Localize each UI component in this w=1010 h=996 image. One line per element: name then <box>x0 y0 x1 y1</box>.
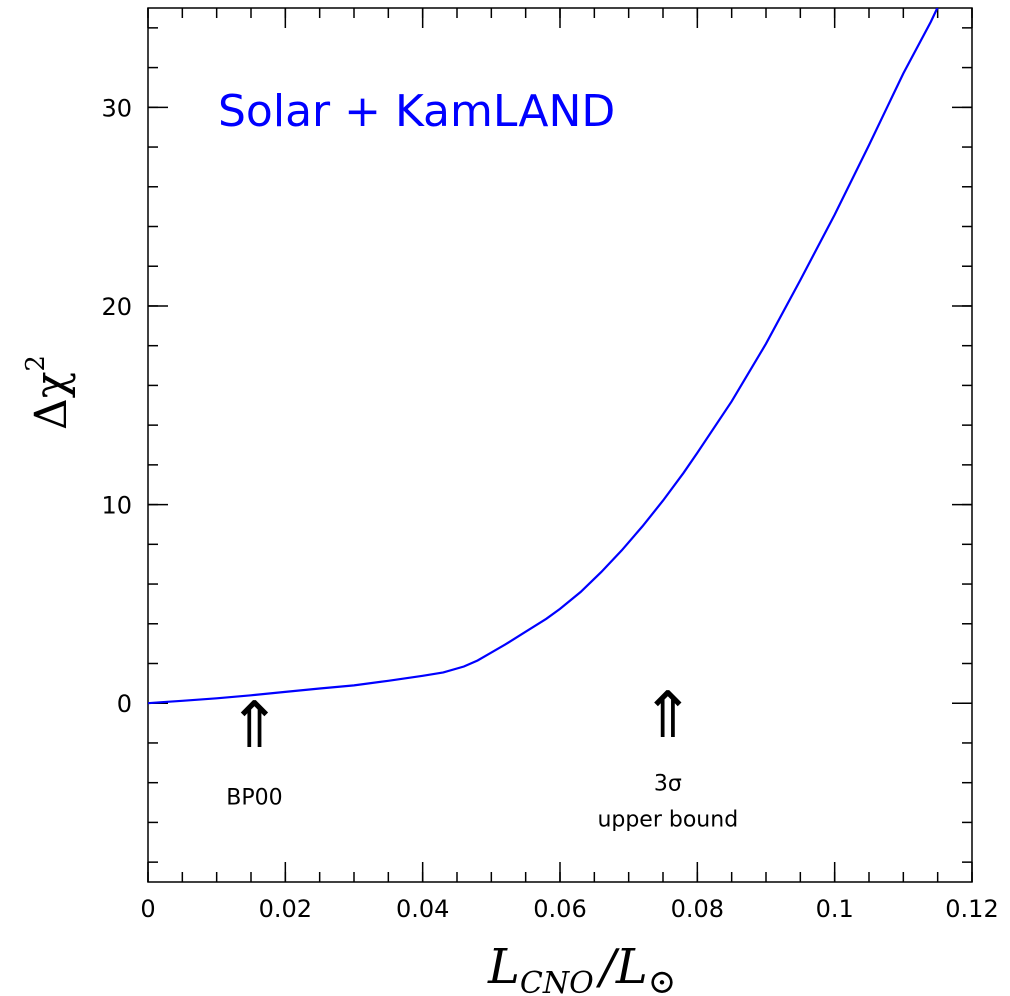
x-tick-label: 0.02 <box>259 895 312 923</box>
x-axis-label: LCNO/L⊙ <box>487 939 676 996</box>
y-axis-label: Δχ2 <box>21 355 77 430</box>
x-label-sub: CNO <box>520 966 594 996</box>
x-tick-label: 0.04 <box>396 895 449 923</box>
x-tick-label: 0.08 <box>671 895 724 923</box>
y-tick-labels: 0 10 20 30 <box>101 94 132 718</box>
y-tick-label: 10 <box>101 492 132 520</box>
chart-title: Solar + KamLAND <box>218 86 615 137</box>
x-tick-label: 0.12 <box>945 895 998 923</box>
sun-symbol: ⊙ <box>648 962 677 996</box>
axis-ticks <box>147 8 973 882</box>
annotation-label: 3σ <box>654 772 682 797</box>
x-tick-label: 0.06 <box>533 895 586 923</box>
double-arrow-up-icon: ⇑ <box>228 689 282 763</box>
delta-chi2-curve <box>148 8 939 705</box>
x-tick-label: 0 <box>140 895 155 923</box>
x-label-slash: /L <box>596 939 648 995</box>
y-label-main: Δχ <box>26 372 77 430</box>
double-arrow-up-icon: ⇑ <box>641 679 695 753</box>
x-tick-labels: 0 0.02 0.04 0.06 0.08 0.1 0.12 <box>140 895 998 923</box>
x-tick-label: 0.1 <box>816 895 854 923</box>
annotation-label: BP00 <box>226 786 282 811</box>
y-tick-label: 30 <box>101 94 132 122</box>
y-tick-label: 20 <box>101 293 132 321</box>
y-label-sup: 2 <box>21 355 51 372</box>
annotation-label: upper bound <box>597 808 738 833</box>
y-tick-label: 0 <box>117 690 132 718</box>
y-axis-label-group: Δχ2 <box>21 355 77 430</box>
x-label-main: L <box>487 939 520 995</box>
annotations: ⇑ BP00 ⇑ 3σ upper bound <box>226 679 738 833</box>
